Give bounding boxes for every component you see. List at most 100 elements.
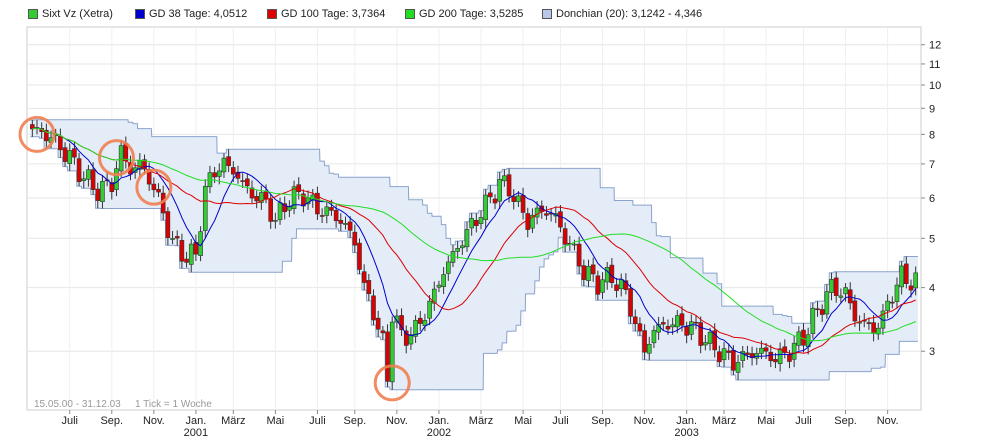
candle-body [511, 196, 517, 202]
candle-body [483, 194, 488, 220]
candle-body [366, 280, 372, 295]
x-tick-label: Mai [267, 415, 285, 427]
gd200-line [32, 127, 916, 342]
candle-body [263, 191, 269, 200]
legend-label-donchian: Donchian (20): 3,1242 - 4,346 [556, 8, 703, 20]
candle-body [506, 174, 512, 197]
candle-body [847, 289, 853, 304]
candle-body [740, 351, 746, 361]
candle-body [646, 343, 652, 354]
candle-body [287, 206, 292, 211]
candle-body [913, 272, 918, 289]
candle-body [684, 326, 689, 336]
x-tick-label: Juli [61, 415, 78, 427]
candle-body [544, 213, 549, 216]
highlight-circle-4 [373, 364, 411, 402]
candle-body [525, 213, 531, 230]
candle-body [866, 322, 872, 324]
candle-body [623, 280, 629, 290]
candle-body [810, 307, 816, 335]
candle-body [497, 179, 503, 202]
candle-body [586, 266, 591, 281]
y-tick-label: 4 [929, 283, 935, 295]
candle-body [689, 321, 694, 335]
candle-body [833, 277, 839, 296]
x-year-label: 2001 [184, 427, 208, 439]
candle-body [904, 263, 909, 284]
candle-body [343, 223, 348, 225]
x-tick-label: Mai [757, 415, 775, 427]
y-tick-label: 5 [929, 233, 935, 245]
candle-body [188, 243, 194, 265]
candle-body [908, 285, 914, 291]
candle-body [534, 207, 540, 218]
candle-body [198, 231, 203, 256]
candle-body [787, 354, 792, 362]
x-tick-label: Nov. [386, 415, 408, 427]
candle-body [773, 359, 778, 363]
candle-body [581, 265, 587, 280]
candle-body [576, 243, 582, 267]
candle-body [600, 279, 605, 293]
legend-label-gd38: GD 38 Tage: 4,0512 [149, 8, 248, 20]
legend-swatch-donchian [542, 9, 552, 19]
y-tick-label: 6 [929, 193, 935, 205]
legend-item-gd100: GD 100 Tage: 3,7364 [267, 8, 385, 20]
candle-body [296, 184, 302, 192]
x-tick-label: Sep. [344, 415, 367, 427]
x-tick-label: Sep. [100, 415, 123, 427]
candle-body [628, 288, 633, 317]
candle-body [212, 172, 217, 178]
legend-item-gd38: GD 38 Tage: 4,0512 [135, 8, 247, 20]
y-tick-label: 12 [929, 40, 941, 52]
y-tick-label: 9 [929, 103, 935, 115]
candle-body [875, 327, 881, 335]
candle-body [319, 215, 325, 217]
candle-body [698, 322, 703, 346]
candle-body [329, 207, 334, 211]
candle-body [273, 220, 278, 222]
candle-body [735, 362, 741, 373]
candle-body [427, 300, 432, 319]
candle-body [174, 236, 180, 239]
candle-body [829, 279, 834, 293]
candle-body [726, 350, 732, 353]
candle-body [819, 309, 825, 315]
candle-body [670, 324, 675, 328]
candle-body [731, 350, 736, 371]
candle-body [572, 243, 577, 246]
candle-body [333, 210, 339, 222]
candle-body [717, 351, 722, 363]
candle-body [361, 271, 367, 283]
candle-body [460, 245, 465, 249]
candle-body [76, 158, 82, 183]
candle-body [216, 170, 222, 177]
candle-body [703, 342, 708, 346]
legend-label-gd200: GD 200 Tage: 3,5285 [419, 8, 524, 20]
candle-body [389, 321, 395, 383]
x-tick-label: Jan. [429, 415, 450, 427]
y-tick-label: 10 [929, 80, 941, 92]
candle-body [474, 219, 479, 226]
candle-body [403, 330, 409, 346]
candle-body [371, 295, 376, 321]
candle-body [763, 347, 769, 352]
candle-body [118, 145, 124, 172]
candle-body [852, 300, 858, 322]
candle-body [380, 330, 386, 334]
legend-swatch-gd38 [135, 9, 145, 19]
x-tick-label: Nov. [877, 415, 899, 427]
candle-body [375, 317, 381, 330]
gd100-line [32, 127, 916, 354]
candle-body [413, 319, 418, 337]
candle-body [282, 203, 288, 213]
legend: Sixt Vz (Xetra) GD 38 Tage: 4,0512 GD 10… [0, 0, 981, 28]
candle-body [254, 195, 259, 202]
candle-body [184, 258, 189, 263]
candle-body [156, 188, 161, 193]
candle-body [590, 264, 596, 275]
candle-body [632, 316, 638, 324]
candle-body [768, 351, 774, 362]
candle-body [492, 198, 498, 204]
